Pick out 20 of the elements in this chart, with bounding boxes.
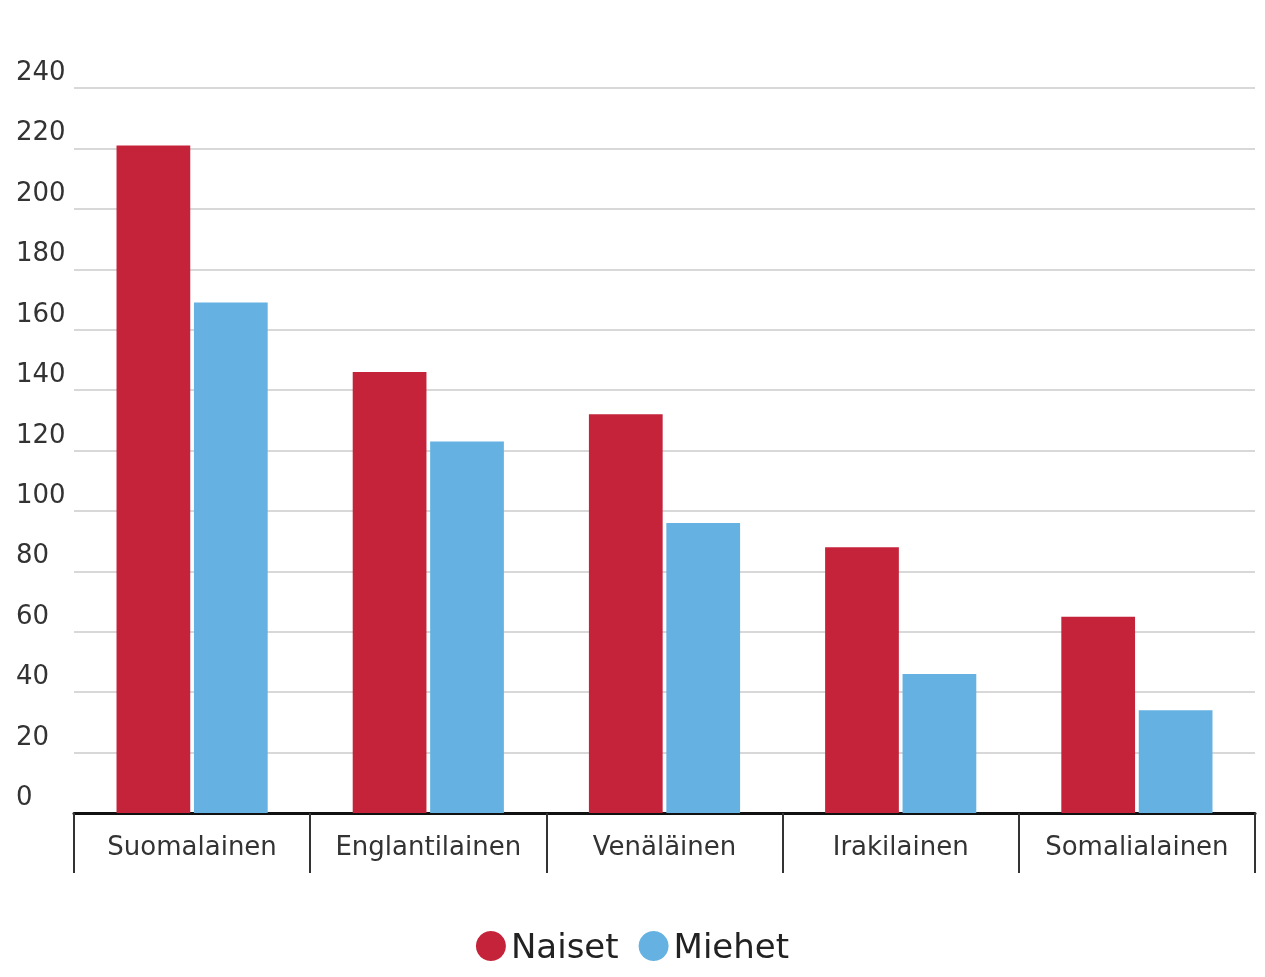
y-tick-label: 100 [16,478,66,509]
y-tick-label: 80 [16,539,50,570]
y-tick-label: 180 [16,237,66,268]
y-tick-label: 220 [16,116,66,147]
y-tick-label: 40 [16,660,50,691]
x-tick-label: Irakilainen [832,831,969,861]
y-tick-label: 0 [16,781,33,811]
y-tick-label: 60 [16,599,50,630]
legend-label: Miehet [673,926,790,966]
x-tick-label: Englantilainen [335,831,522,861]
y-tick-label: 200 [16,176,66,207]
y-tick-label: 240 [16,56,66,86]
legend-label: Naiset [510,926,619,966]
x-tick-label: Venäläinen [592,831,737,861]
x-tick-label: Somalialainen [1045,831,1229,861]
x-tick-label: Suomalainen [107,831,277,861]
y-tick-label: 160 [16,297,66,328]
y-tick-label: 120 [16,418,66,449]
y-tick-label: 20 [16,720,50,751]
y-tick-label: 140 [16,358,66,389]
